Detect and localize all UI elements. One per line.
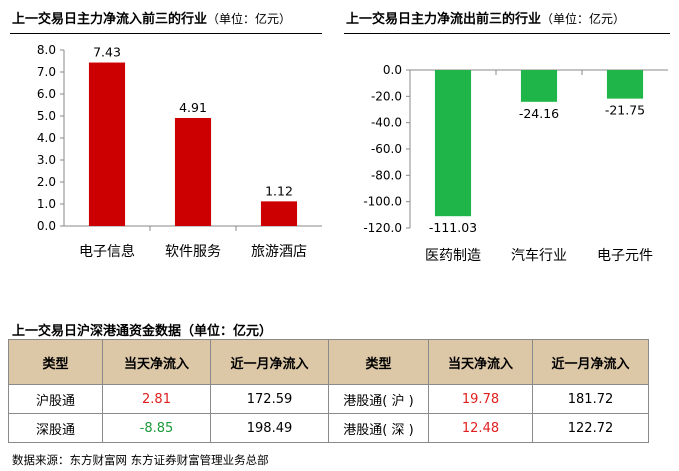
- y-tick-label: -60.0: [371, 142, 402, 156]
- y-tick-label: 3.0: [37, 153, 56, 167]
- row-month-inflow: 181.72: [532, 384, 649, 414]
- row-month-inflow: 122.72: [532, 413, 649, 443]
- row-month-inflow: 198.49: [210, 413, 329, 443]
- row-type: 港股通( 深 ): [328, 413, 429, 443]
- y-tick-label: -20.0: [371, 89, 402, 103]
- table-title: 上一交易日沪深港通资金数据（单位：亿元）: [12, 324, 273, 339]
- header-day-inflow-1: 当天净流入: [102, 339, 211, 385]
- bar: [260, 201, 298, 226]
- y-tick-label: -80.0: [371, 168, 402, 182]
- row-day-inflow: 19.78: [428, 384, 533, 414]
- header-month-inflow-1: 近一月净流入: [210, 339, 329, 385]
- y-tick-label: -120.0: [363, 221, 402, 235]
- data-label: -111.03: [429, 220, 477, 235]
- bar: [434, 70, 472, 217]
- category-label: 旅游酒店: [251, 244, 307, 260]
- header-type-1: 类型: [8, 339, 103, 385]
- bar: [520, 70, 558, 102]
- row-day-inflow: -8.85: [102, 413, 211, 443]
- data-label: 4.91: [179, 100, 207, 115]
- table-row: 深股通 -8.85 198.49 港股通( 深 ) 12.48 122.72: [8, 413, 649, 443]
- row-month-inflow: 172.59: [210, 384, 329, 414]
- y-tick-label: 4.0: [37, 131, 56, 145]
- y-tick-label: 7.0: [37, 65, 56, 79]
- row-type: 深股通: [8, 413, 103, 443]
- table-row: 沪股通 2.81 172.59 港股通( 沪 ) 19.78 181.72: [8, 384, 649, 414]
- y-tick-label: 1.0: [37, 197, 56, 211]
- y-tick-label: 5.0: [37, 109, 56, 123]
- row-type: 港股通( 沪 ): [328, 384, 429, 414]
- y-tick-label: 2.0: [37, 175, 56, 189]
- outflow-title-rule: [344, 33, 670, 34]
- header-month-inflow-2: 近一月净流入: [532, 339, 649, 385]
- header-day-inflow-2: 当天净流入: [428, 339, 533, 385]
- bar: [606, 70, 644, 99]
- category-label: 软件服务: [165, 244, 221, 260]
- category-label: 电子元件: [597, 248, 653, 264]
- data-label: 7.43: [93, 45, 121, 60]
- data-label: -21.75: [605, 103, 645, 118]
- y-tick-label: -100.0: [363, 195, 402, 209]
- table-header-row: 类型 当天净流入 近一月净流入 类型 当天净流入 近一月净流入: [8, 339, 649, 385]
- row-type: 沪股通: [8, 384, 103, 414]
- y-tick-label: 0.0: [37, 219, 56, 233]
- outflow-chart-title: 上一交易日主力净流出前三的行业（单位：亿元）: [346, 12, 626, 27]
- data-label: 1.12: [265, 183, 293, 198]
- y-tick-label: 8.0: [37, 43, 56, 57]
- row-day-inflow: 12.48: [428, 413, 533, 443]
- bar: [174, 117, 212, 226]
- data-source-note: 数据来源：东方财富网 东方证券财富管理业务总部: [12, 453, 269, 467]
- charts-canvas: 0.0 1.0 2.0 3.0 4.0 5.0 6.0 7.0 8.0 7.43 电子信息 4.91 软…: [37, 43, 668, 264]
- inflow-title-rule: [10, 33, 322, 34]
- y-tick-label: 6.0: [37, 87, 56, 101]
- y-tick-label: 0.0: [383, 63, 402, 77]
- y-tick-label: -40.0: [371, 116, 402, 130]
- connect-flow-table: 类型 当天净流入 近一月净流入 类型 当天净流入 近一月净流入 沪股通 2.81…: [8, 339, 649, 443]
- header-type-2: 类型: [328, 339, 429, 385]
- data-label: -24.16: [519, 106, 559, 121]
- category-label: 医药制造: [425, 248, 481, 264]
- bar: [88, 62, 126, 226]
- inflow-chart-title: 上一交易日主力净流入前三的行业（单位：亿元）: [12, 12, 292, 27]
- category-label: 汽车行业: [511, 247, 567, 264]
- category-label: 电子信息: [79, 243, 135, 260]
- row-day-inflow: 2.81: [102, 384, 211, 414]
